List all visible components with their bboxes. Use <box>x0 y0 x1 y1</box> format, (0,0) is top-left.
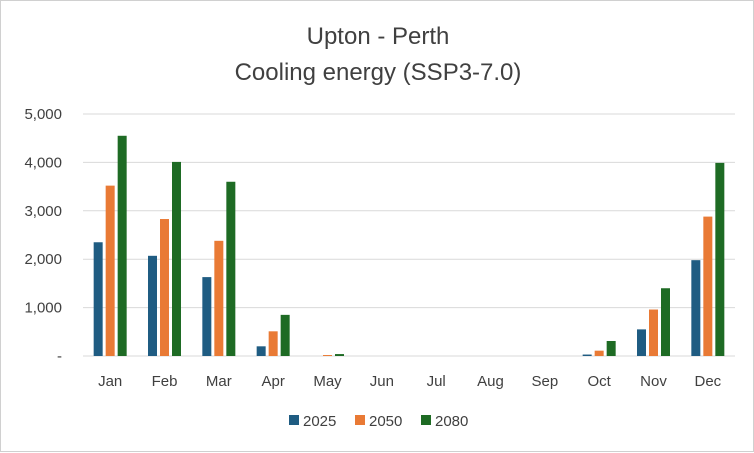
y-tick-label: 2,000 <box>24 251 62 268</box>
x-tick-label: Apr <box>261 373 284 390</box>
legend-label-2080: 2080 <box>435 413 468 430</box>
bar-2050-dec <box>703 216 713 356</box>
bar-2050-may <box>323 355 332 356</box>
x-tick-label: Dec <box>694 373 721 390</box>
y-tick-label: 1,000 <box>24 300 62 317</box>
bar-2080-may <box>335 354 344 356</box>
bar-2080-nov <box>661 288 670 356</box>
y-tick-label: 3,000 <box>24 203 62 220</box>
bar-2050-oct <box>594 350 604 356</box>
y-axis-ticks: - 1,000 2,000 3,000 4,000 5,000 <box>24 106 62 365</box>
y-tick-label: 5,000 <box>24 106 62 123</box>
x-tick-label: Jun <box>370 373 394 390</box>
bar-2025-nov <box>637 329 646 356</box>
bar-2025-dec <box>691 260 701 356</box>
bar-2050-jan <box>105 185 115 356</box>
legend-swatch-2025 <box>289 415 299 425</box>
x-tick-label: Nov <box>640 373 667 390</box>
bar-2080-mar <box>226 181 236 356</box>
bar-2025-jan <box>93 242 103 356</box>
bar-2080-feb <box>172 161 181 356</box>
x-axis-ticks: Jan Feb Mar Apr May Jun Jul Aug Sep Oct Nov Dec <box>98 373 722 390</box>
bar-2025-apr <box>256 346 266 356</box>
bar-2080-apr <box>280 314 290 356</box>
chart-subtitle: Cooling energy (SSP3-7.0) <box>235 59 522 86</box>
x-tick-label: Oct <box>587 373 611 390</box>
x-tick-label: May <box>313 373 342 390</box>
legend-swatch-2080 <box>421 415 431 425</box>
y-tick-label: 4,000 <box>24 154 62 171</box>
bar-2080-jan <box>117 135 127 356</box>
legend: 2025 2050 2080 <box>289 413 468 430</box>
bar-2050-nov <box>649 309 658 356</box>
x-tick-label: Aug <box>477 373 504 390</box>
gridlines <box>83 113 735 357</box>
x-tick-label: Feb <box>152 373 178 390</box>
bar-2050-feb <box>160 219 169 356</box>
x-tick-label: Jan <box>98 373 122 390</box>
y-tick-label: - <box>57 348 62 365</box>
legend-label-2050: 2050 <box>369 413 402 430</box>
x-tick-label: Mar <box>206 373 232 390</box>
bar-2050-mar <box>214 240 224 356</box>
x-tick-label: Jul <box>427 373 446 390</box>
bar-2050-apr <box>268 331 278 356</box>
bar-2080-dec <box>715 162 725 356</box>
bar-2025-feb <box>148 255 157 356</box>
bar-2025-oct <box>582 354 592 356</box>
legend-swatch-2050 <box>355 415 365 425</box>
x-tick-label: Sep <box>531 373 558 390</box>
chart-title: Upton - Perth <box>307 23 450 50</box>
bar-2080-oct <box>606 340 616 356</box>
bar-2025-mar <box>202 277 212 356</box>
bars <box>93 135 725 356</box>
legend-label-2025: 2025 <box>303 413 336 430</box>
